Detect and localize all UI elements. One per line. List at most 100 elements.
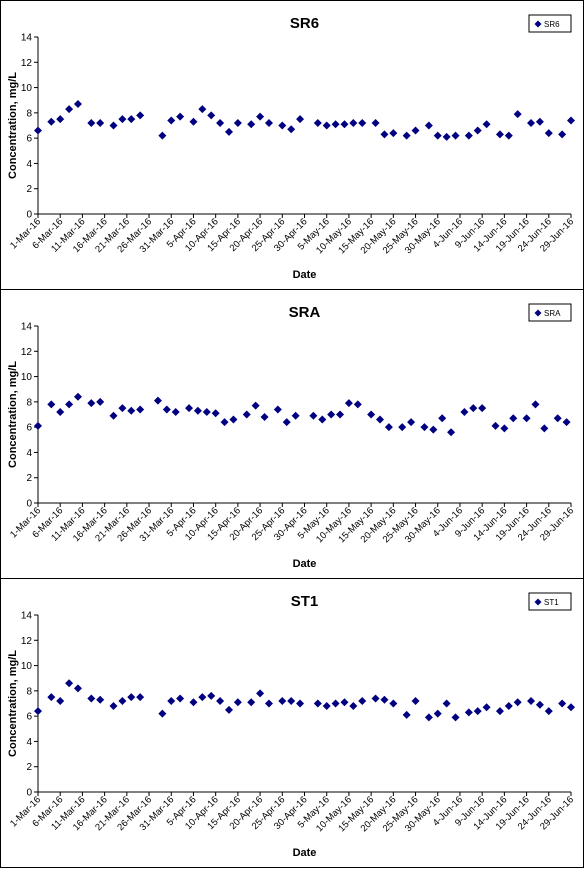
data-point bbox=[96, 397, 105, 406]
data-point bbox=[562, 418, 571, 427]
data-point bbox=[358, 118, 367, 127]
data-point bbox=[158, 131, 167, 140]
data-point bbox=[176, 112, 185, 121]
data-point bbox=[389, 129, 398, 138]
data-point bbox=[256, 689, 265, 698]
legend-box bbox=[528, 303, 572, 322]
data-point bbox=[109, 702, 118, 711]
data-point bbox=[47, 117, 56, 126]
data-point bbox=[340, 698, 349, 707]
data-point bbox=[535, 117, 544, 126]
data-point bbox=[353, 400, 362, 409]
data-point bbox=[171, 407, 180, 416]
y-axis-label: Concentration, mg/L bbox=[7, 72, 19, 179]
legend-marker bbox=[534, 598, 542, 606]
data-point bbox=[87, 694, 96, 703]
data-point bbox=[167, 696, 176, 705]
data-point bbox=[358, 696, 367, 705]
data-point bbox=[260, 413, 269, 422]
y-tick-label: 10 bbox=[21, 372, 33, 383]
data-point bbox=[442, 132, 451, 141]
data-point bbox=[558, 130, 567, 139]
y-axis-label: Concentration, mg/L bbox=[7, 361, 19, 468]
data-point bbox=[336, 410, 345, 419]
y-tick-label: 8 bbox=[26, 686, 32, 697]
data-point bbox=[429, 425, 438, 434]
y-axis-label: Concentration, mg/L bbox=[7, 650, 19, 757]
y-tick-label: 0 bbox=[26, 210, 32, 221]
y-tick-label: 6 bbox=[26, 423, 32, 434]
data-point bbox=[127, 693, 136, 702]
data-point bbox=[256, 112, 265, 121]
data-point bbox=[296, 699, 305, 708]
data-point bbox=[553, 414, 562, 423]
chart-svg-sra: SRA024681012141-Mar-166-Mar-1611-Mar-161… bbox=[7, 303, 576, 570]
data-point bbox=[264, 118, 273, 127]
chart-svg-sr6: SR6024681012141-Mar-166-Mar-1611-Mar-161… bbox=[7, 14, 576, 281]
data-point bbox=[278, 121, 287, 130]
data-point bbox=[349, 702, 358, 711]
legend-label: SR6 bbox=[544, 20, 560, 29]
data-point bbox=[109, 411, 118, 420]
y-tick-label: 8 bbox=[26, 108, 32, 119]
data-point bbox=[87, 399, 96, 408]
data-point bbox=[251, 401, 260, 410]
data-point bbox=[438, 414, 447, 423]
y-tick-label: 4 bbox=[26, 159, 32, 170]
data-point bbox=[349, 118, 358, 127]
data-point bbox=[47, 693, 56, 702]
data-point bbox=[127, 115, 136, 124]
data-point bbox=[380, 695, 389, 704]
y-tick-label: 0 bbox=[26, 499, 32, 510]
data-point bbox=[544, 707, 553, 716]
data-point bbox=[473, 707, 482, 716]
data-point bbox=[73, 100, 82, 109]
data-point bbox=[527, 696, 536, 705]
chart-title-sra: SRA bbox=[289, 304, 321, 321]
y-tick-label: 2 bbox=[26, 762, 32, 773]
data-point bbox=[433, 709, 442, 718]
data-point bbox=[522, 414, 531, 423]
data-point bbox=[495, 707, 504, 716]
y-tick-label: 6 bbox=[26, 134, 32, 145]
chart-panel-sr6: SR6 0 2 4 6 8 10 12 14 1-Mar-16 6-Mar-16 11-Mar-16 1… bbox=[0, 0, 584, 290]
data-point bbox=[478, 404, 487, 413]
data-point bbox=[127, 406, 136, 415]
legend-box bbox=[528, 14, 572, 33]
data-point bbox=[535, 700, 544, 709]
y-tick-label: 14 bbox=[21, 33, 33, 44]
legend-label: ST1 bbox=[544, 598, 559, 607]
y-tick-label: 10 bbox=[21, 83, 33, 94]
data-point bbox=[500, 424, 509, 433]
data-point bbox=[544, 129, 553, 138]
data-point bbox=[220, 418, 229, 427]
data-point bbox=[558, 699, 567, 708]
chart-panel-st1: ST1 0 2 4 6 8 10 12 14 1-Mar-16 6-Mar-16 11-Mar-16 1… bbox=[0, 578, 584, 868]
y-tick-label: 4 bbox=[26, 448, 32, 459]
data-point bbox=[482, 120, 491, 129]
data-point bbox=[136, 111, 145, 120]
data-point bbox=[158, 709, 167, 718]
data-point bbox=[451, 131, 460, 140]
data-point bbox=[34, 707, 42, 716]
data-point bbox=[442, 699, 451, 708]
data-point bbox=[247, 120, 256, 129]
data-point bbox=[189, 698, 198, 707]
data-point bbox=[282, 418, 291, 427]
data-point bbox=[224, 705, 233, 714]
data-point bbox=[513, 698, 522, 707]
data-point bbox=[340, 120, 349, 129]
data-point bbox=[402, 131, 411, 140]
data-point bbox=[167, 116, 176, 125]
chart-svg-st1: ST1024681012141-Mar-166-Mar-1611-Mar-161… bbox=[7, 592, 576, 859]
data-point bbox=[273, 405, 282, 414]
legend-marker bbox=[534, 309, 542, 317]
data-point bbox=[322, 702, 331, 711]
data-point bbox=[331, 120, 340, 129]
data-point bbox=[185, 404, 194, 413]
legend-label: SRA bbox=[544, 309, 561, 318]
data-point bbox=[464, 131, 473, 140]
data-point bbox=[198, 693, 207, 702]
data-point bbox=[527, 118, 536, 127]
data-point bbox=[313, 118, 322, 127]
